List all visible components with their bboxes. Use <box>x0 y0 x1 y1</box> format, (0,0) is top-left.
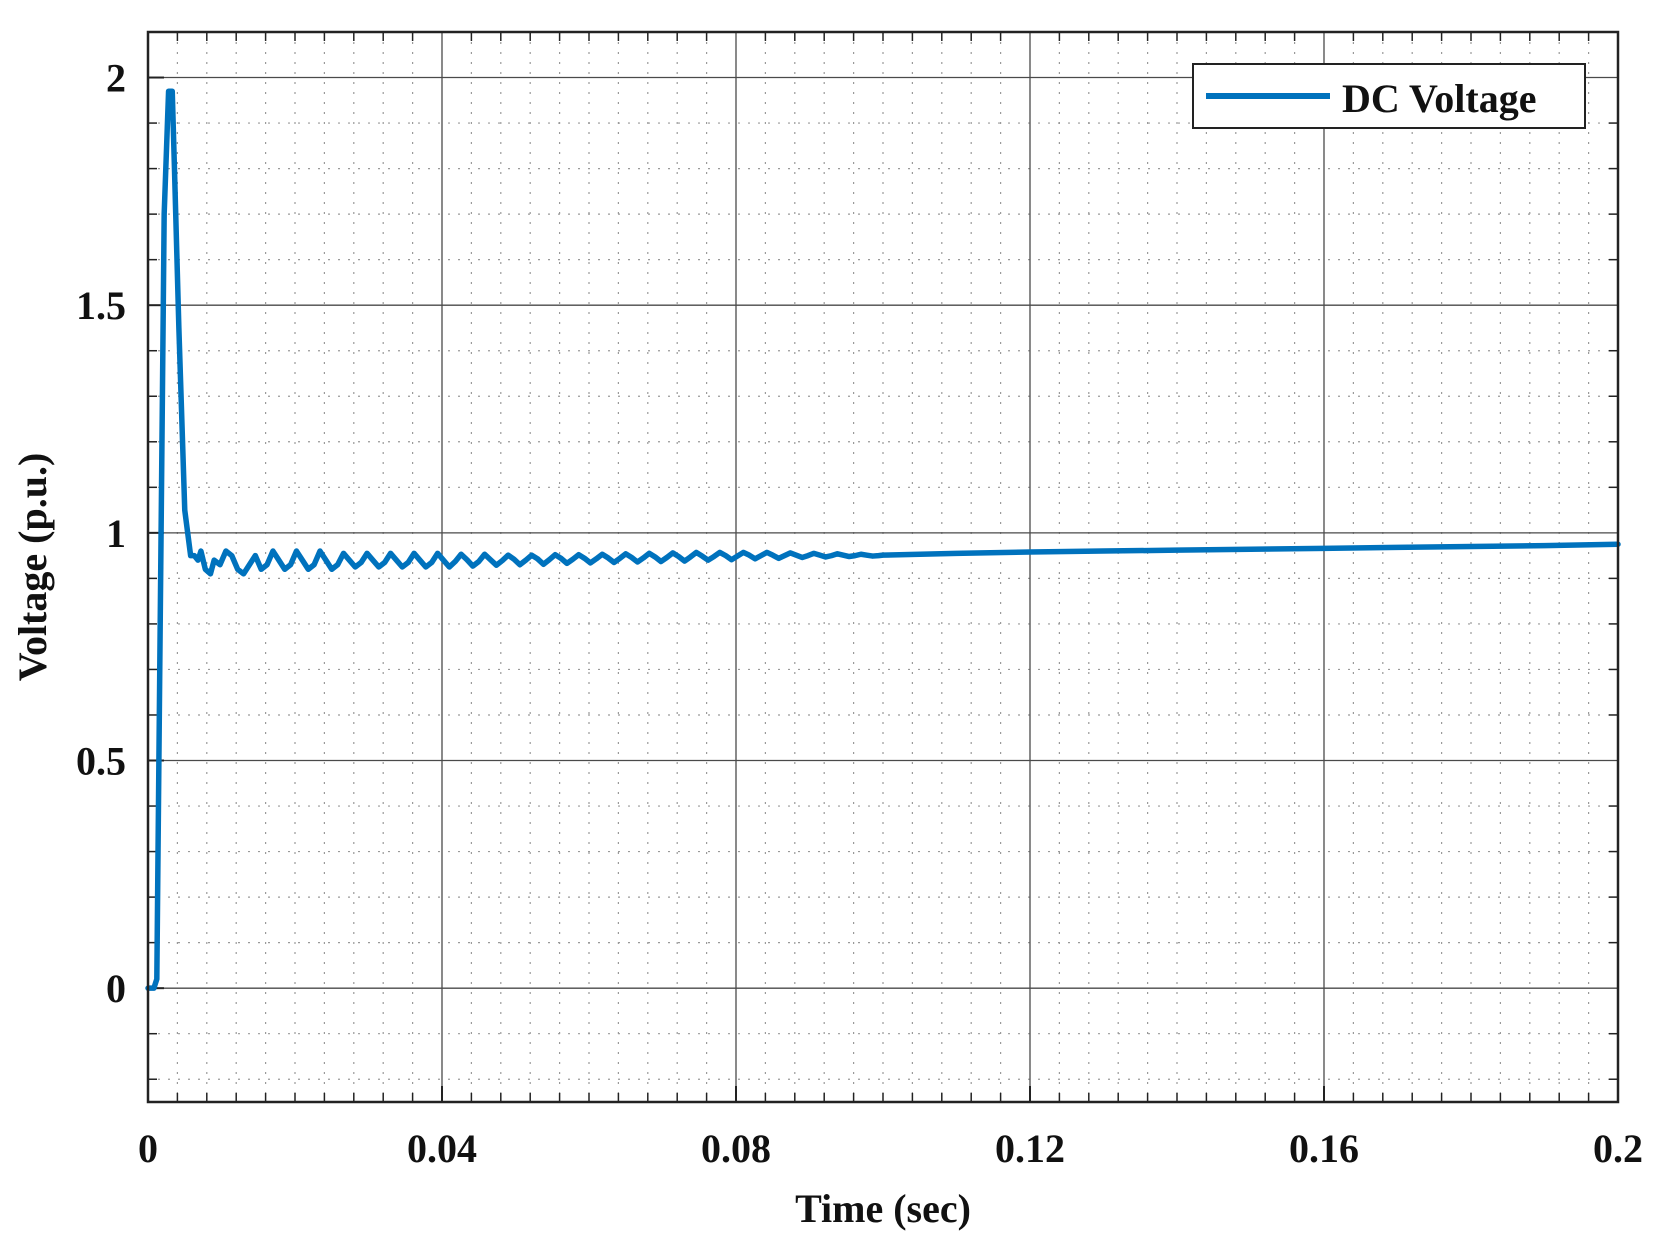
legend: DC Voltage <box>1192 63 1586 129</box>
legend-label-dc-voltage: DC Voltage <box>1342 76 1536 121</box>
series-layer <box>145 88 1621 991</box>
x-tick-label: 0.2 <box>1593 1126 1643 1171</box>
y-tick-label: 0.5 <box>76 739 126 784</box>
x-tick-label: 0.16 <box>1289 1126 1359 1171</box>
x-tick-label: 0.04 <box>407 1126 477 1171</box>
x-axis-ticks: 0 0.04 0.08 0.12 0.16 0.2 <box>138 1086 1643 1171</box>
minor-ticks <box>148 31 1618 1102</box>
x-tick-label: 0.12 <box>995 1126 1065 1171</box>
x-tick-label: 0 <box>138 1126 158 1171</box>
x-axis-label: Time (sec) <box>795 1186 971 1231</box>
y-axis-label: Voltage (p.u.) <box>10 453 55 682</box>
y-tick-label: 0 <box>106 966 126 1011</box>
plot-frame <box>146 30 1620 1104</box>
minor-grid <box>148 31 1618 1102</box>
x-tick-label: 0.08 <box>701 1126 771 1171</box>
y-tick-label: 2 <box>106 56 126 101</box>
y-tick-label: 1 <box>106 511 126 556</box>
series-line-dc-voltage <box>145 88 1621 991</box>
y-axis-ticks: 0 0.5 1 1.5 2 <box>76 56 164 1011</box>
y-tick-label: 1.5 <box>76 283 126 328</box>
